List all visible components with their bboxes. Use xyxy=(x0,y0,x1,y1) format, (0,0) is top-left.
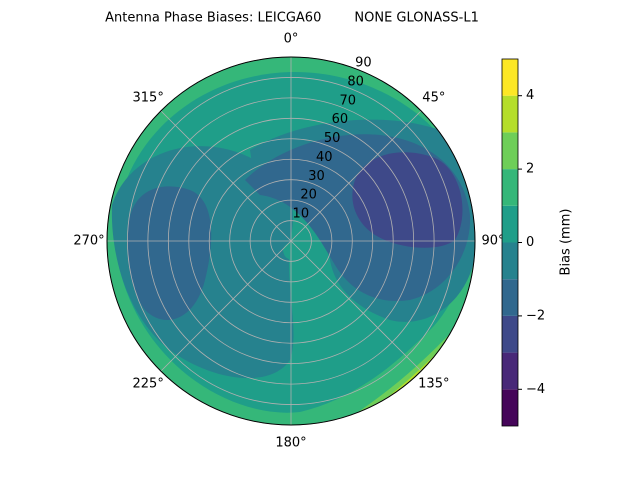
colorbar-band xyxy=(502,352,518,390)
grid-spoke xyxy=(160,240,292,372)
contour-region xyxy=(283,242,298,260)
colorbar-tick-label: 0 xyxy=(526,235,534,250)
axes: 10 20 30 40 50 60 70 80 90 0° 45° 90° 135° 180° 225° 27… xyxy=(73,32,504,451)
chart-title: Antenna Phase Biases: LEICGA60 NONE GLON… xyxy=(105,11,479,26)
r-tick-label: 80 xyxy=(347,74,364,89)
contour-region xyxy=(127,186,212,320)
colorbar-band xyxy=(502,279,518,316)
colorbar-band xyxy=(502,169,518,206)
r-tick-label: 90 xyxy=(355,56,372,71)
theta-tick-label: 45° xyxy=(422,91,445,106)
colorbar-band xyxy=(502,242,518,280)
theta-tick-label: 90° xyxy=(481,234,504,249)
theta-tick-label: 0° xyxy=(284,32,299,47)
colorbar-band xyxy=(502,95,518,133)
colorbar-tick-label: 2 xyxy=(526,162,534,177)
theta-tick-label: 315° xyxy=(133,91,164,106)
contour-region xyxy=(352,152,463,248)
colorbar-band xyxy=(502,389,518,426)
grid-spoke xyxy=(160,110,292,242)
r-tick-label: 30 xyxy=(308,169,325,184)
colorbar-band xyxy=(502,315,518,353)
grid-spoke xyxy=(290,240,422,372)
r-tick-label: 60 xyxy=(332,112,349,127)
r-tick-label: 50 xyxy=(324,131,341,146)
colorbar-tick-label: −2 xyxy=(526,308,545,323)
theta-tick-label: 135° xyxy=(418,376,449,391)
theta-tick-label: 225° xyxy=(133,376,164,391)
colorbar-tick-label: −4 xyxy=(526,382,545,397)
r-tick-label: 40 xyxy=(316,150,333,165)
colorbar-tick-label: 4 xyxy=(526,88,534,103)
theta-tick-label: 270° xyxy=(73,234,104,249)
r-tick-label: 20 xyxy=(300,188,317,203)
r-tick-label: 70 xyxy=(339,93,356,108)
colorbar-label: Bias (mm) xyxy=(559,209,574,276)
r-tick-label: 10 xyxy=(293,207,310,222)
colorbar-band xyxy=(502,59,518,96)
theta-tick-label: 180° xyxy=(275,436,306,451)
colorbar-band xyxy=(502,132,518,170)
colorbar-band xyxy=(502,205,518,243)
polar-frame xyxy=(106,56,476,426)
grid-spoke xyxy=(290,110,422,242)
